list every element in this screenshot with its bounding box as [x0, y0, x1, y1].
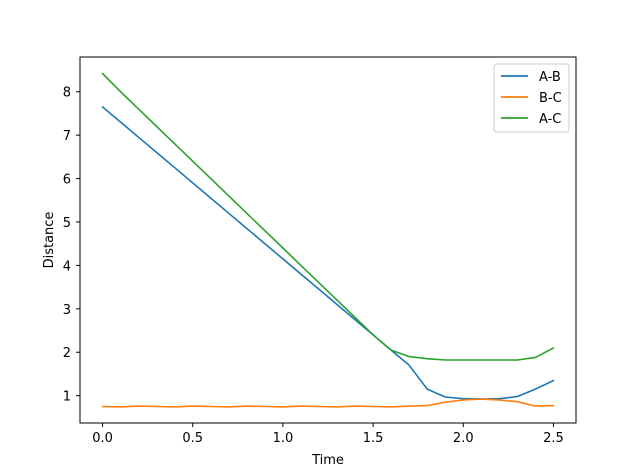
y-tick-label: 1 — [63, 390, 71, 405]
legend-label-a-b: A-B — [539, 70, 561, 85]
x-tick-label: 2.0 — [453, 431, 474, 446]
y-tick-label: 3 — [63, 303, 71, 318]
x-tick-label: 1.5 — [363, 431, 384, 446]
y-tick-label: 8 — [63, 86, 71, 101]
x-axis-label: Time — [311, 453, 344, 468]
y-axis-label: Distance — [42, 212, 57, 269]
series-line-b-c — [101, 398, 555, 408]
legend-label-b-c: B-C — [539, 91, 562, 106]
y-tick-label: 2 — [63, 346, 71, 361]
legend-box — [493, 63, 570, 133]
x-tick-label: 0.5 — [182, 431, 203, 446]
legend-label-a-c: A-C — [539, 112, 561, 127]
series-line-a-c — [101, 72, 555, 361]
x-tick-label: 1.0 — [273, 431, 294, 446]
axis-ticks: 0.0 0.5 1.0 1.5 2.0 2.5 1 2 3 4 5 6 7 8 — [63, 86, 564, 446]
y-tick-label: 4 — [63, 259, 71, 274]
legend: A-B B-C A-C — [493, 63, 570, 133]
x-tick-label: 0.0 — [92, 431, 113, 446]
plot-area — [101, 72, 555, 408]
y-tick-label: 5 — [63, 216, 71, 231]
x-tick-label: 2.5 — [543, 431, 564, 446]
y-tick-label: 7 — [63, 129, 71, 144]
axes-frame — [79, 56, 577, 424]
y-tick-label: 6 — [63, 173, 71, 188]
